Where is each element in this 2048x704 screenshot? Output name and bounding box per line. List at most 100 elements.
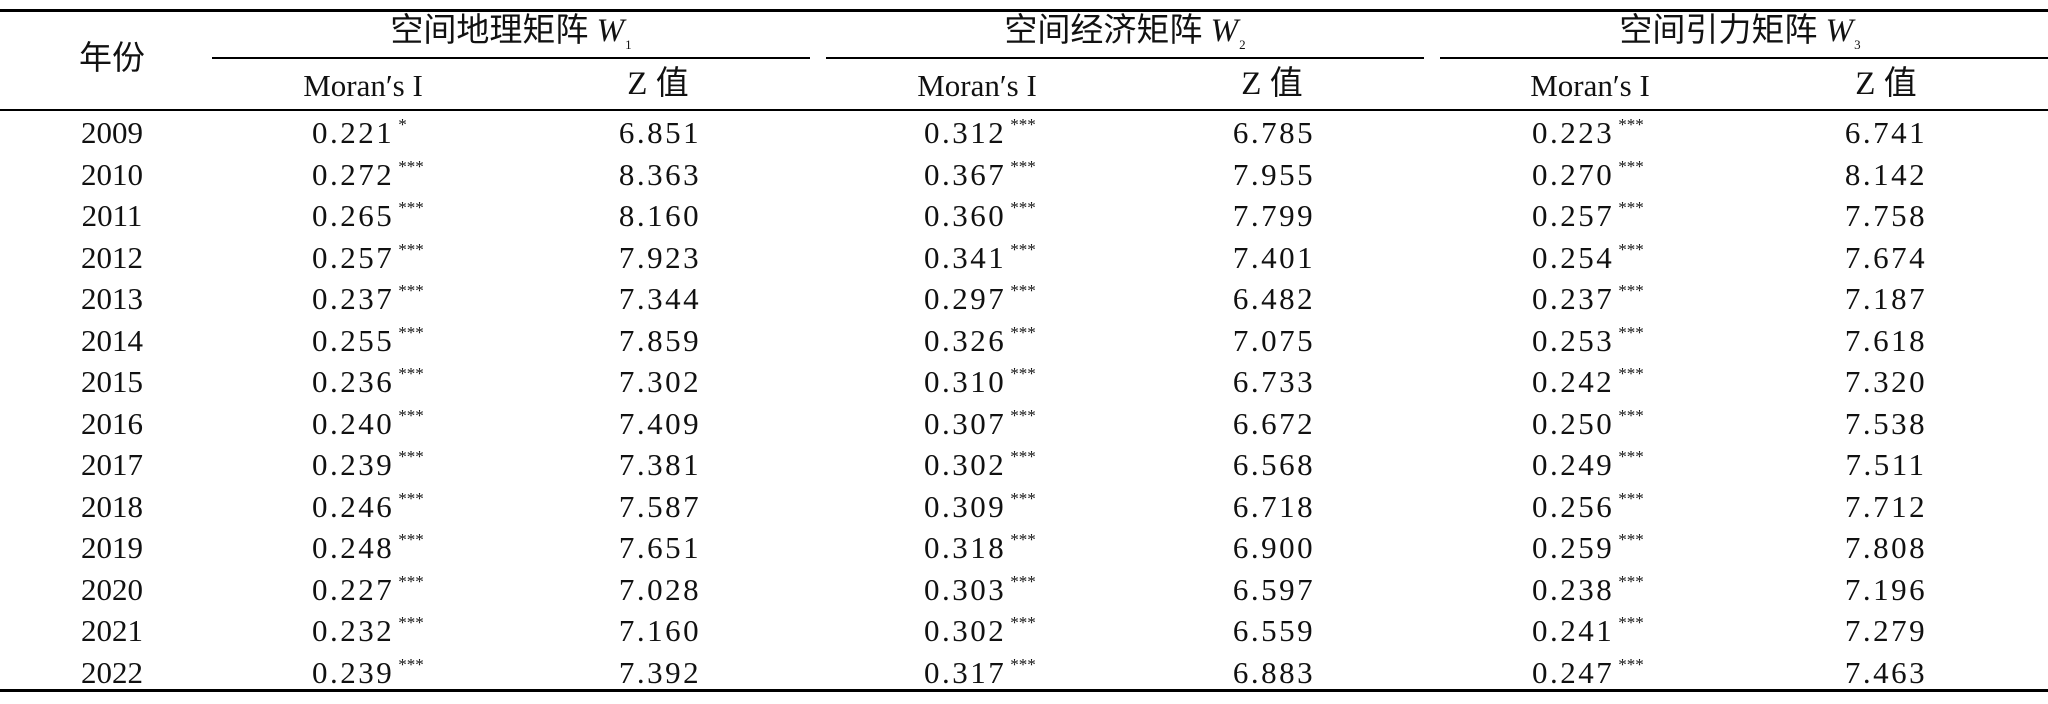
z-value-cell: 7.651	[619, 532, 701, 563]
z-value-cell: 7.511	[1845, 449, 1926, 480]
cell-value: 6.900	[1232, 530, 1316, 565]
z-value-cell: 7.799	[1233, 200, 1315, 231]
cell-value: 0.257	[1532, 198, 1615, 233]
cell-value: 8.363	[618, 157, 702, 192]
z-value-cell: 7.463	[1845, 657, 1927, 688]
significance-stars: ***	[1010, 613, 1036, 632]
cell-value: 0.237	[1532, 281, 1615, 316]
morans-i-cell: 0.232 ***	[312, 613, 424, 646]
significance-stars: ***	[398, 572, 424, 591]
cell-value: 0.272	[312, 157, 395, 192]
morans-i-cell: 0.257 ***	[1532, 198, 1644, 233]
significance-stars: ***	[1010, 447, 1036, 466]
morans-i-cell: 0.310 ***	[924, 365, 1036, 397]
z-value-cell: 6.741	[1845, 117, 1927, 148]
subheader-z-value-2: Z 值	[1241, 66, 1303, 102]
top-rule	[0, 9, 2048, 12]
significance-stars: ***	[1010, 489, 1036, 508]
morans-i-cell: 0.307 ***	[924, 406, 1036, 441]
z-value-cell: 7.955	[1233, 159, 1315, 190]
z-value-cell: 6.785	[1233, 117, 1315, 148]
z-value-cell: 7.160	[619, 615, 701, 646]
cell-value: 0.367	[924, 157, 1007, 192]
cell-value: 7.712	[1844, 489, 1928, 524]
significance-stars: ***	[398, 489, 424, 508]
cell-value: 7.028	[618, 572, 702, 607]
year-cell: 2011	[81, 198, 143, 233]
cell-value: 0.256	[1532, 489, 1615, 524]
cell-value: 7.187	[1844, 281, 1928, 316]
significance-stars: ***	[398, 198, 424, 217]
cell-value: 0.246	[312, 489, 395, 524]
morans-i-cell: 0.317 ***	[924, 656, 1036, 688]
cell-value: 7.538	[1844, 406, 1928, 441]
cell-value: 7.799	[1232, 198, 1316, 233]
matrix-symbol: W	[1210, 13, 1239, 49]
z-value-cell: 8.363	[619, 159, 701, 190]
z-value-cell: 7.587	[619, 491, 701, 522]
cell-value: 0.247	[1532, 655, 1615, 690]
year-cell: 2009	[81, 115, 143, 150]
morans-i-cell: 0.239 ***	[312, 655, 424, 688]
z-value-cell: 7.859	[619, 325, 701, 356]
year-cell: 2014	[81, 323, 143, 358]
significance-stars: ***	[1618, 489, 1644, 508]
cell-value: 0.250	[1532, 406, 1615, 441]
significance-stars: ***	[1010, 281, 1036, 300]
significance-stars: ***	[398, 613, 424, 632]
morans-i-cell: 0.259 ***	[1532, 530, 1644, 563]
z-value-cell: 7.758	[1845, 200, 1927, 231]
cell-value: 7.302	[618, 364, 702, 399]
significance-stars: ***	[398, 406, 424, 425]
cell-value: 7.511	[1845, 447, 1927, 482]
z-value-cell: 7.538	[1845, 408, 1927, 439]
morans-i-cell: 0.247 ***	[1532, 655, 1644, 690]
cell-value: 7.674	[1844, 240, 1928, 275]
cell-value: 6.559	[1232, 613, 1316, 648]
z-value-cell: 6.851	[619, 117, 701, 148]
significance-stars: ***	[398, 655, 424, 674]
subheader-morans-i-2: Moran′s I	[917, 68, 1037, 103]
morans-i-cell: 0.221 *	[312, 116, 407, 148]
morans-i-cell: 0.246 ***	[312, 489, 424, 524]
z-value-cell: 6.900	[1233, 532, 1315, 563]
cell-value: 0.270	[1532, 157, 1615, 192]
morans-i-cell: 0.302 ***	[924, 613, 1036, 646]
significance-stars: ***	[1618, 323, 1644, 342]
cell-value: 0.253	[1532, 323, 1615, 358]
z-value-cell: 7.279	[1845, 615, 1927, 646]
cell-value: 7.758	[1844, 198, 1928, 233]
significance-stars: ***	[1618, 530, 1644, 549]
z-value-cell: 6.559	[1233, 615, 1315, 646]
significance-stars: ***	[398, 281, 424, 300]
morans-i-cell: 0.249 ***	[1532, 447, 1644, 482]
significance-stars: ***	[1618, 240, 1644, 259]
morans-i-cell: 0.360 ***	[924, 199, 1036, 231]
significance-stars: ***	[1618, 281, 1644, 300]
cell-value: 0.307	[924, 406, 1007, 441]
morans-i-cell: 0.227 ***	[312, 572, 424, 605]
cell-value: 0.249	[1532, 447, 1615, 482]
morans-i-cell: 0.237 ***	[312, 281, 424, 314]
z-value-cell: 7.923	[619, 242, 701, 273]
cell-value: 0.318	[924, 530, 1007, 565]
cell-value: 0.341	[924, 240, 1007, 275]
morans-i-cell: 0.236 ***	[312, 365, 424, 397]
year-cell: 2021	[81, 613, 143, 648]
cell-value: 7.409	[618, 406, 702, 441]
morans-i-cell: 0.312 ***	[924, 115, 1036, 148]
significance-stars: ***	[1010, 115, 1036, 134]
z-value-cell: 7.712	[1845, 491, 1927, 522]
subheader-z-value-3: Z 值	[1855, 66, 1917, 102]
group-underline-3	[1440, 57, 2048, 59]
subheader-morans-i-3: Moran′s I	[1530, 68, 1650, 103]
matrix-symbol: W	[1825, 13, 1854, 49]
morans-i-cell: 0.239 ***	[312, 448, 424, 480]
cell-value: 0.297	[924, 281, 1007, 316]
cell-value: 7.392	[618, 655, 702, 690]
cell-value: 7.587	[618, 489, 702, 524]
matrix-subscript: 2	[1239, 37, 1246, 52]
cell-value: 6.482	[1232, 281, 1316, 316]
cell-value: 0.241	[1532, 613, 1615, 648]
cell-value: 0.265	[312, 198, 395, 233]
